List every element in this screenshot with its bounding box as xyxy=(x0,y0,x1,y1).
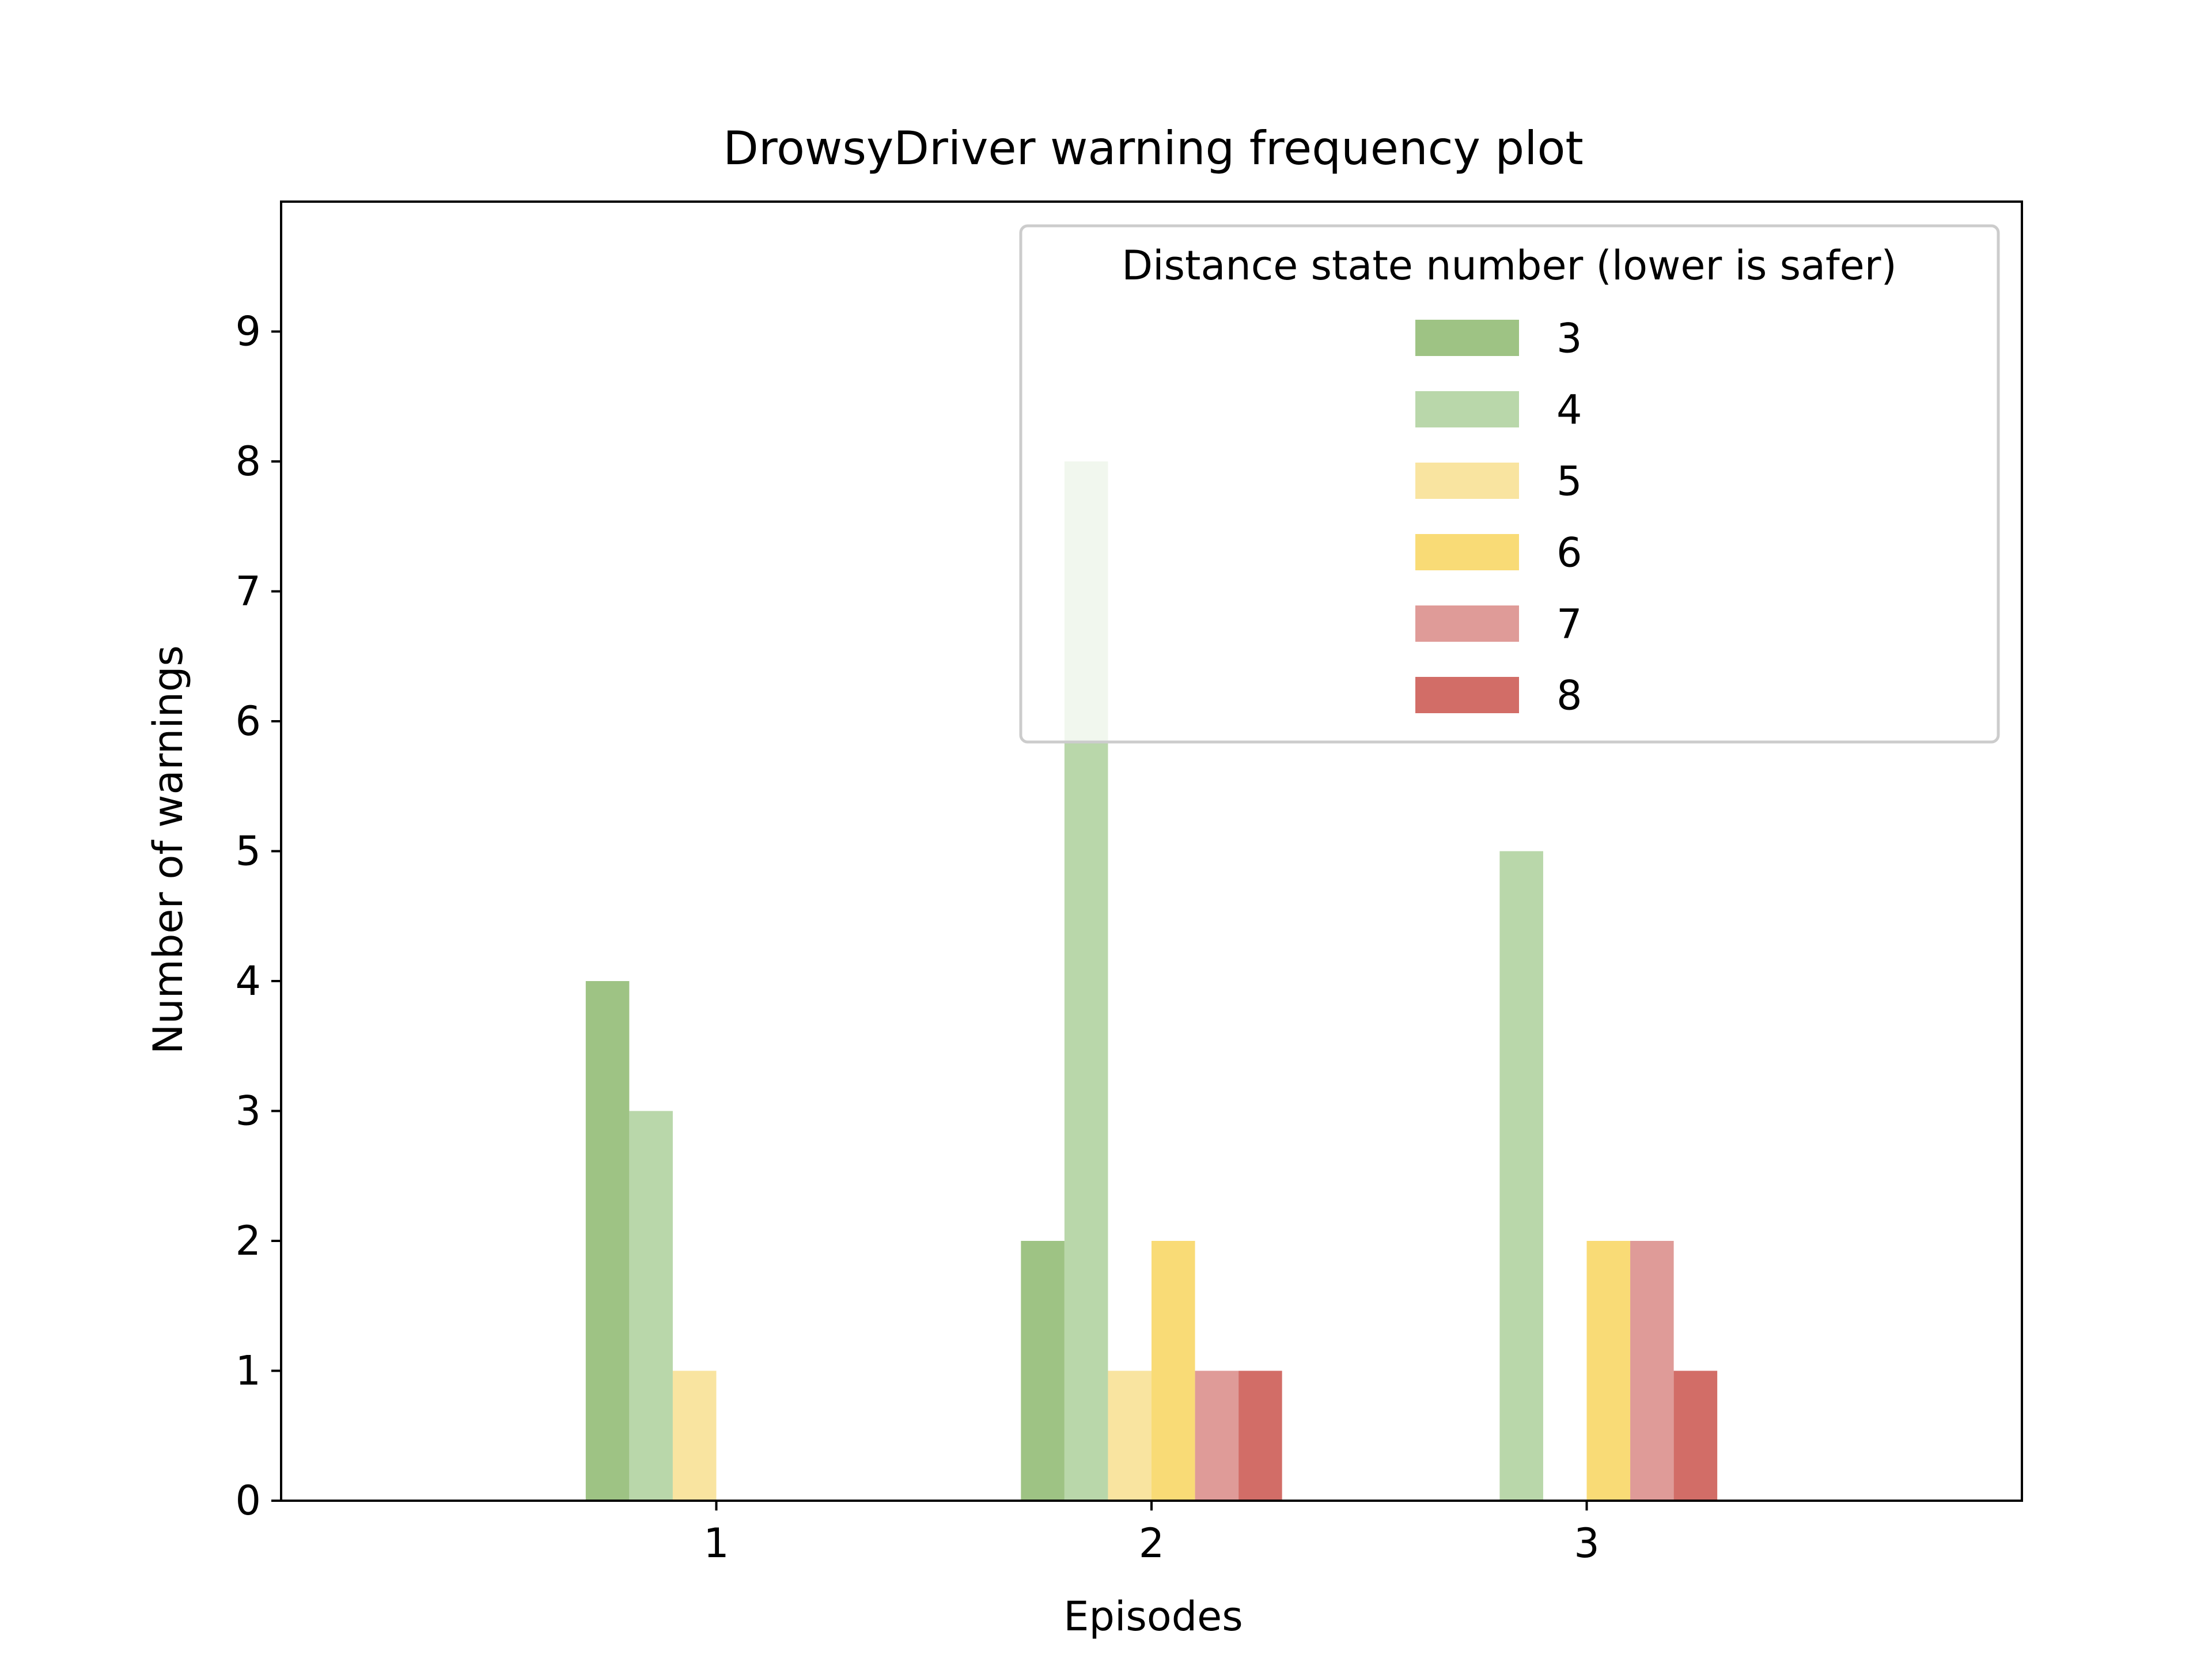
y-tick-label: 3 xyxy=(235,1088,261,1135)
bar-episode-3-state-4 xyxy=(1499,851,1543,1501)
bar-episode-2-state-7 xyxy=(1195,1371,1239,1501)
legend-swatch-3 xyxy=(1415,320,1519,356)
y-tick-label: 2 xyxy=(235,1217,261,1265)
legend-swatch-7 xyxy=(1415,605,1519,642)
bar-episode-2-state-6 xyxy=(1152,1241,1195,1501)
legend-label-4: 4 xyxy=(1556,387,1582,434)
legend-label-5: 5 xyxy=(1556,458,1582,505)
legend-label-3: 3 xyxy=(1556,315,1582,362)
bar-episode-1-state-5 xyxy=(672,1371,717,1501)
legend-label-8: 8 xyxy=(1556,672,1582,720)
legend-swatch-8 xyxy=(1415,677,1519,713)
bar-episode-3-state-8 xyxy=(1673,1371,1718,1501)
y-tick-label: 4 xyxy=(235,957,261,1005)
legend-swatch-4 xyxy=(1415,391,1519,427)
x-tick-label: 1 xyxy=(703,1520,729,1567)
bars-layer xyxy=(585,461,1718,1501)
bar-episode-1-state-4 xyxy=(629,1111,673,1501)
y-tick-label: 9 xyxy=(235,308,261,355)
bar-episode-3-state-6 xyxy=(1586,1241,1631,1501)
bar-episode-2-state-5 xyxy=(1108,1371,1152,1501)
legend-label-7: 7 xyxy=(1556,601,1582,648)
chart-title: DrowsyDriver warning frequency plot xyxy=(723,122,1584,175)
legend-swatch-5 xyxy=(1415,463,1519,499)
y-tick-label: 1 xyxy=(235,1347,261,1395)
y-tick-label: 8 xyxy=(235,438,261,485)
bar-episode-3-state-7 xyxy=(1630,1241,1674,1501)
y-tick-label: 0 xyxy=(235,1477,261,1524)
bar-episode-1-state-3 xyxy=(585,981,630,1501)
x-tick-label: 2 xyxy=(1139,1520,1165,1567)
y-tick-label: 6 xyxy=(235,698,261,745)
legend-label-6: 6 xyxy=(1556,529,1582,577)
bar-episode-2-state-3 xyxy=(1021,1241,1065,1501)
bar-episode-2-state-8 xyxy=(1238,1371,1282,1501)
x-tick-label: 3 xyxy=(1574,1520,1600,1567)
y-tick-label: 7 xyxy=(235,568,261,615)
y-tick-label: 5 xyxy=(235,828,261,875)
legend: Distance state number (lower is safer) 3… xyxy=(1019,224,2000,744)
x-axis-label: Episodes xyxy=(1063,1593,1243,1640)
legend-swatch-6 xyxy=(1415,534,1519,570)
y-axis-label: Number of warnings xyxy=(145,645,192,1054)
axes-layer: 0 1 2 3 4 5 6 7 8 9 1 2 3 xyxy=(235,200,2023,1567)
legend-title: Distance state number (lower is safer) xyxy=(1122,242,1897,289)
